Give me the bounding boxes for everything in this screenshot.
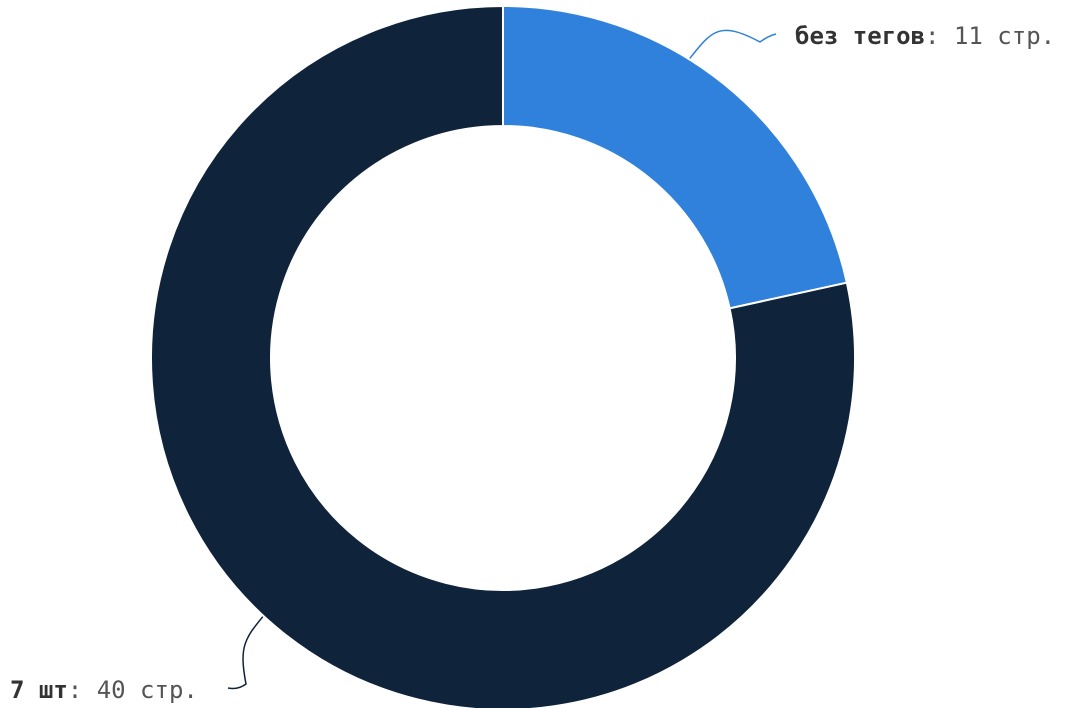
donut-slice-2[interactable] bbox=[150, 4, 856, 708]
slice-label-value: : 40 стр. bbox=[68, 676, 198, 704]
slices-layer bbox=[150, 4, 856, 708]
donut-slice-1[interactable] bbox=[502, 4, 849, 310]
connectors-layer bbox=[227, 29, 777, 690]
connector-line-2 bbox=[227, 616, 264, 690]
slice-label-name: 7 шт bbox=[10, 676, 68, 704]
slice-label-value: : 11 стр. bbox=[925, 22, 1055, 50]
slice-label-1: без тегов: 11 стр. bbox=[795, 22, 1055, 50]
slice-label-name: без тегов bbox=[795, 22, 925, 50]
labels-layer: без тегов: 11 стр. 7 шт: 40 стр. bbox=[10, 22, 1055, 704]
slice-label-2: 7 шт: 40 стр. bbox=[10, 676, 198, 704]
connector-line-1 bbox=[689, 29, 777, 59]
